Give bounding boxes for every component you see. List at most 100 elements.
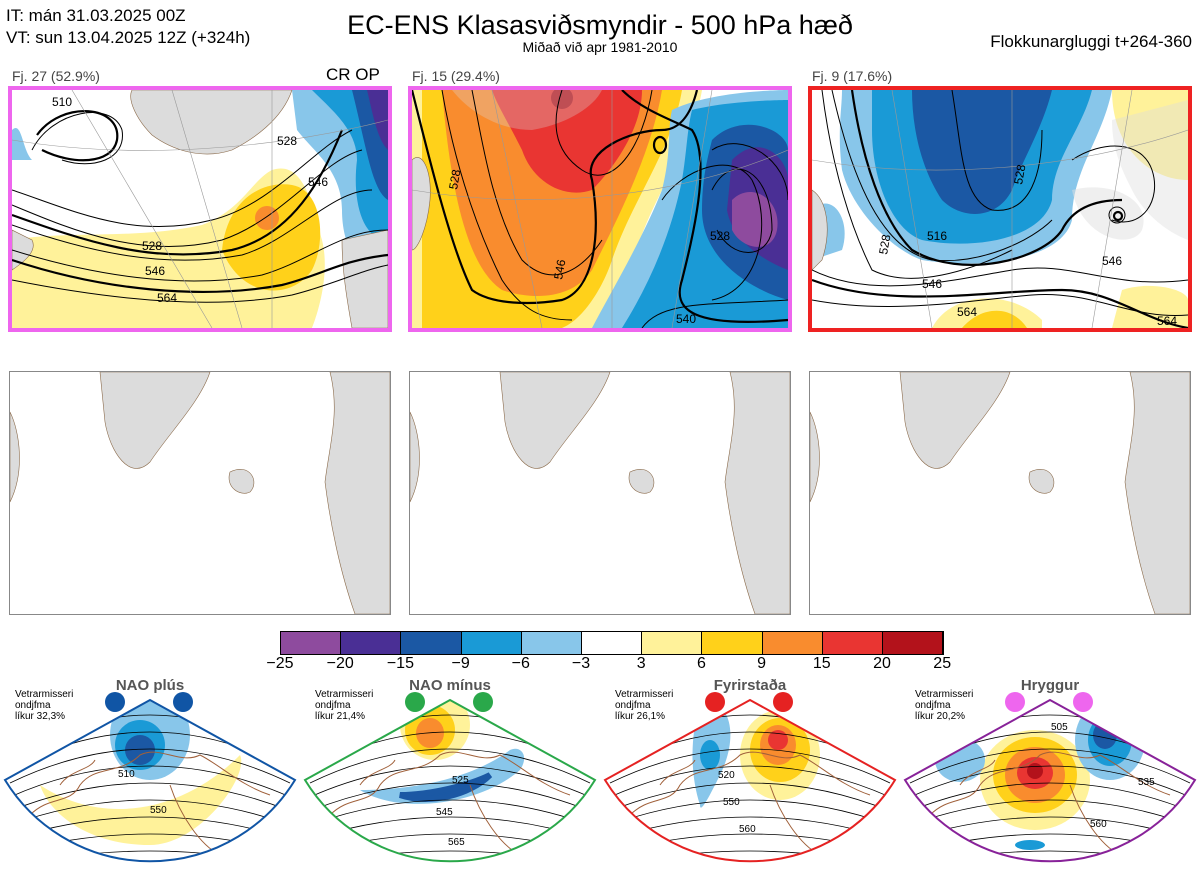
cluster-map-2[interactable]: 528 546 528 540 [408,86,792,332]
colorbar-segment [401,632,462,654]
regime-info: Vetrarmisseri ondjfma líkur 20,2% [915,689,973,722]
regime-info: Vetrarmisseri ondjfma líkur 32,3% [15,689,73,722]
colorbar-segment [702,632,763,654]
regime-contour-label: 525 [452,775,469,786]
regime-info-line: Vetrarmisseri [915,689,974,700]
colorbar-tick-label: −9 [451,655,470,672]
page-subtitle: Miðað við apr 1981-2010 [522,39,678,55]
contour-label: 528 [277,134,297,148]
empty-map-2 [409,371,791,615]
colorbar-segment [762,632,823,654]
regime-title: NAO plús [115,677,185,694]
cluster-2-label: Fj. 15 (29.4%) [412,68,500,84]
regime-panel[interactable]: 505 535 560 [900,675,1200,871]
regime-title: NAO mínus [409,677,491,694]
regime-marker-dot [105,692,125,712]
regime-info-line: ondjfma [615,700,651,711]
regime-info-line: líkur 32,3% [15,711,66,722]
regime-marker-dot [173,692,193,712]
regime-contour-label: 535 [1138,777,1155,788]
regime-marker-dot [473,692,493,712]
colorbar-tick-label: −6 [511,655,530,672]
colorbar-segment [521,632,582,654]
regime-info-line: ondjfma [15,700,51,711]
regime-info-line: Vetrarmisseri [15,689,74,700]
page-title: EC-ENS Klasasviðsmyndir - 500 hPa hæð [347,10,853,40]
regime-panel[interactable]: 520 550 560 [600,675,900,871]
regime-info-line: Vetrarmisseri [315,689,374,700]
contour-label: 546 [551,258,568,280]
regime-map: 520 550 560 [603,698,897,863]
contour-label: 528 [446,168,463,190]
colorbar-tick-label: 25 [933,655,952,672]
colorbar-segment [461,632,522,654]
colorbar-segment [281,632,342,654]
regime-contour-label: 550 [150,805,167,816]
colorbar-segment [882,632,944,654]
cluster-map-3[interactable]: 528 516 528 546 564 546 564 [808,86,1192,332]
cluster-1-label: Fj. 27 (52.9%) [12,68,100,84]
regime-contour-label: 510 [118,769,135,780]
contour-label: 528 [1011,163,1028,185]
cluster-3-label: Fj. 9 (17.6%) [812,68,893,84]
regime-contour-label: 550 [723,797,740,808]
regime-marker-dot [705,692,725,712]
regime-marker-dot [405,692,425,712]
colorbar-tick-label: 20 [873,655,891,672]
issue-time: IT: mán 31.03.2025 00Z [6,6,186,25]
colorbar-tick-label: −15 [386,655,414,672]
colorbar [280,631,944,655]
colorbar-tick-label: 3 [636,655,646,672]
cluster-map-1[interactable]: 510 528 546 564 528 546 [8,86,392,332]
colorbar-tick-label: 9 [757,655,767,672]
empty-map-3 [809,371,1191,615]
regime-info: Vetrarmisseri ondjfma líkur 21,4% [315,689,373,722]
contour-label: 528 [710,229,730,243]
cluster-window: Flokkunargluggi t+264-360 [990,32,1192,51]
regime-marker-dot [773,692,793,712]
colorbar-tick-label: −25 [266,655,294,672]
regime-info-line: líkur 20,2% [915,711,966,722]
regime-title: Hryggur [1020,677,1080,694]
contour-label: 564 [1157,314,1177,328]
regime-info-line: líkur 21,4% [315,711,366,722]
regime-contour-label: 520 [718,770,735,781]
regime-title: Fyrirstaða [713,677,787,694]
regime-contour-label: 560 [1090,819,1107,830]
regime-info-line: ondjfma [315,700,351,711]
regime-map: 510 550 [3,698,297,863]
contour-label: 546 [308,175,328,189]
colorbar-segment [341,632,402,654]
regime-map: 505 535 560 [903,698,1197,863]
colorbar-tick-label: −3 [571,655,591,672]
contour-label: 564 [957,305,977,319]
contour-label: 540 [676,312,696,326]
contour-label: 546 [145,264,165,278]
regime-marker-dot [1005,692,1025,712]
cluster-1-tag: CR OP [326,65,380,84]
regime-marker-dot [1073,692,1093,712]
colorbar-tick-label: 6 [696,655,706,672]
regime-contour-label: 505 [1051,722,1068,733]
regime-info-line: ondjfma [915,700,951,711]
valid-time: VT: sun 13.04.2025 12Z (+324h) [6,28,251,47]
colorbar-segment [642,632,703,654]
contour-label: 546 [1102,254,1122,268]
empty-map-1 [9,371,391,615]
regime-info: Vetrarmisseri ondjfma líkur 26,1% [615,689,673,722]
contour-label: 528 [876,233,893,255]
colorbar-tick-label: 15 [812,655,831,672]
contour-label: 516 [927,229,947,243]
colorbar-segment [822,632,883,654]
regime-contour-label: 560 [739,824,756,835]
regime-panel[interactable]: 510 550 [0,675,300,871]
contour-label: 528 [142,239,162,253]
colorbar-tick-label: −20 [326,655,354,672]
colorbar-segment [581,632,643,654]
contour-label: 510 [52,95,72,109]
contour-label: 564 [157,291,177,305]
contour-label: 546 [922,277,942,291]
regime-contour-label: 565 [448,837,465,848]
regime-contour-label: 545 [436,807,453,818]
regime-info-line: Vetrarmisseri [615,689,674,700]
